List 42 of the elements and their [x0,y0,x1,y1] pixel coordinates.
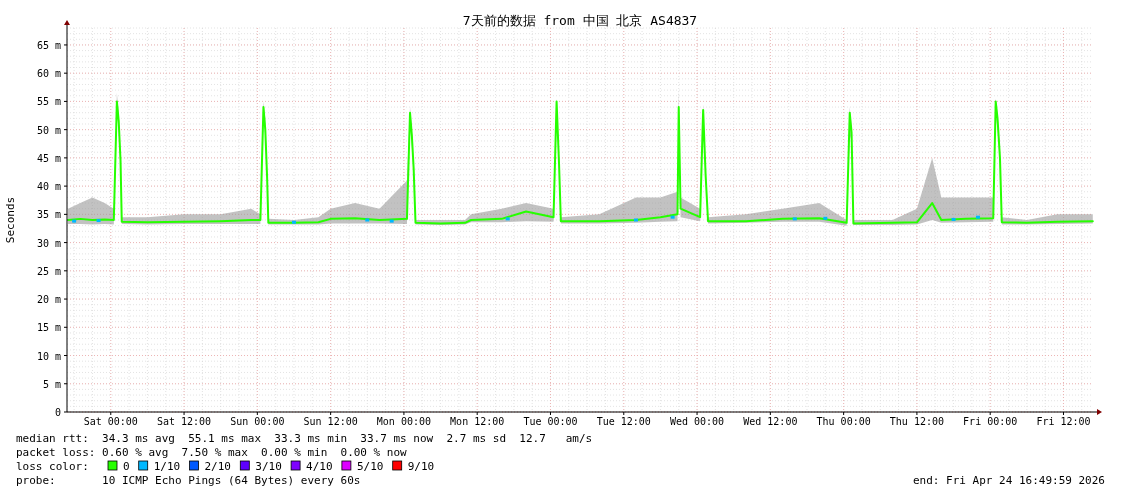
x-tick-label: Mon 00:00 [376,416,431,427]
y-tick-label: 0 [54,407,61,418]
y-tick-label: 30 m [36,237,61,249]
x-tick-label: Sat 00:00 [83,416,138,427]
legend-label: 4/10 [306,460,333,473]
x-tick-label: Fri 00:00 [963,416,1018,427]
y-tick-label: 45 m [36,152,61,164]
x-tick-label: Thu 12:00 [889,416,944,427]
y-tick-label: 55 m [36,96,61,108]
y-tick-label: 40 m [36,181,61,193]
x-tick-label: Wed 00:00 [669,416,725,427]
y-tick-label: 5 m [42,378,61,390]
legend-label: 1/10 [153,460,181,473]
x-tick-label: Tue 00:00 [523,416,578,427]
legend-label: 2/10 [204,460,231,473]
y-tick-label: 65 m [36,39,61,51]
legend-label: 5/10 [356,460,384,473]
x-tick-label: Sat 12:00 [156,416,212,427]
y-tick-label: 10 m [36,350,61,362]
text: end: Fri Apr 24 16:49:59 2026 [912,474,1105,487]
legend-title: loss color: [16,460,89,473]
y-tick-label: 20 m [36,294,61,306]
y-tick-label: 25 m [36,265,61,277]
text: packet loss: 0.60 % avg 7.50 % max 0.00 % min 0.00 % now [16,446,408,459]
x-tick-label: Mon 12:00 [450,416,505,427]
y-tick-label: 15 m [36,322,61,334]
chart-title: 7天前的数据 from 中国 北京 AS4837 [462,13,698,28]
y-tick-label: 50 m [36,124,61,136]
legend-label: 9/10 [407,460,435,473]
y-axis-title: Seconds [4,196,17,244]
x-tick-label: Tue 12:00 [596,416,651,427]
x-tick-label: Thu 00:00 [816,416,871,427]
x-tick-label: Fri 12:00 [1036,416,1091,427]
y-tick-label: 35 m [36,209,61,221]
y-tick-label: 60 m [36,68,61,80]
legend-label: 3/10 [255,460,282,473]
x-tick-label: Wed 12:00 [743,416,798,427]
text: median rtt: 34.3 ms avg 55.1 ms max 33.3 ms min 33.7 ms now 2.7 ms sd 12.7 am/s [16,432,593,445]
legend-label: 0 [123,460,130,473]
text: probe: 10 ICMP Echo Pings (64 Bytes) every 60s [16,474,361,487]
x-tick-label: Sun 00:00 [230,416,285,427]
x-tick-label: Sun 12:00 [303,416,358,427]
